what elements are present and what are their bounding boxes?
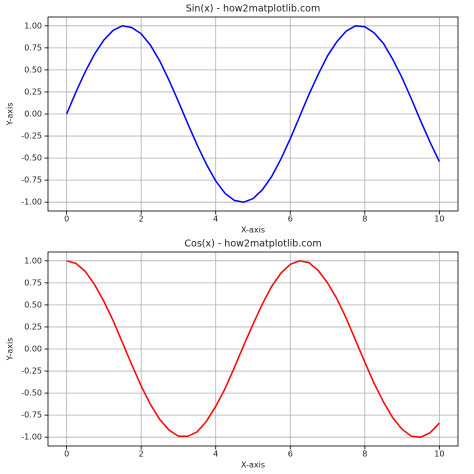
y-tick-label: 0.00 [24,110,42,119]
plot-frame [47,251,459,447]
x-axis-label: X-axis [241,461,265,470]
plot-frame [47,16,459,212]
x-tick-label: 8 [362,215,367,224]
line-series [65,25,441,203]
y-tick-label: 0.75 [24,43,42,52]
x-axis-label: X-axis [241,226,265,235]
y-tick-label: -0.25 [21,367,42,376]
y-tick-label: 1.00 [24,256,42,265]
x-tick-label: 4 [213,215,218,224]
chart-title: Sin(x) - how2matplotlib.com [186,4,320,15]
line-series [66,260,440,438]
y-tick-label: -0.75 [21,176,42,185]
y-axis-label: Y-axis [6,103,15,127]
x-tick-label: 4 [213,450,218,459]
x-tick-label: 10 [434,215,444,224]
y-tick-label: 0.25 [24,87,42,96]
x-tick-label: 6 [288,215,293,224]
y-axis-label: Y-axis [6,338,15,362]
x-tick-label: 10 [434,450,444,459]
y-tick-label: 0.50 [24,65,42,74]
x-tick-label: 0 [64,215,69,224]
y-tick-label: 0.25 [24,322,42,331]
x-tick-label: 8 [362,450,367,459]
y-tick-label: -0.50 [21,389,42,398]
y-tick-label: -0.75 [21,411,42,420]
y-tick-label: 0.75 [24,278,42,287]
y-tick-label: -0.25 [21,132,42,141]
y-tick-label: 1.00 [24,21,42,30]
y-tick-label: -0.50 [21,154,42,163]
y-tick-label: -1.00 [21,433,42,442]
y-tick-label: 0.00 [24,345,42,354]
x-tick-label: 0 [64,450,69,459]
chart-title: Cos(x) - how2matplotlib.com [184,239,321,250]
x-tick-label: 2 [139,450,144,459]
x-tick-label: 6 [288,450,293,459]
y-tick-label: 0.50 [24,300,42,309]
y-tick-label: -1.00 [21,198,42,207]
x-tick-label: 2 [139,215,144,224]
